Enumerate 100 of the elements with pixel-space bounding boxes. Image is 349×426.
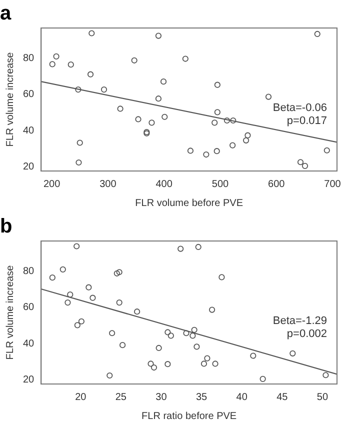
- x-tick-label: 30: [156, 392, 168, 403]
- point: [49, 61, 56, 68]
- x-tick-label: 35: [196, 392, 208, 403]
- point: [212, 360, 218, 367]
- x-tick-label: 600: [268, 178, 286, 190]
- point: [218, 274, 225, 280]
- point: [160, 78, 167, 85]
- point: [178, 246, 184, 252]
- point: [49, 274, 56, 281]
- point: [76, 140, 83, 146]
- x-tick-label: 40: [236, 392, 248, 403]
- point: [230, 117, 236, 124]
- point: [224, 117, 230, 124]
- point: [214, 109, 220, 116]
- point: [109, 330, 116, 336]
- point: [116, 299, 122, 306]
- point: [164, 361, 171, 368]
- y-tick-label: 60: [23, 302, 35, 314]
- point: [75, 86, 82, 93]
- x-tick-label: 700: [324, 178, 342, 190]
- point: [214, 148, 220, 154]
- point: [164, 329, 171, 336]
- point: [322, 372, 329, 378]
- point: [290, 350, 296, 356]
- point: [302, 162, 308, 169]
- point: [117, 106, 124, 112]
- point: [203, 151, 210, 158]
- point: [90, 294, 96, 301]
- x-tick-label: 20: [75, 392, 87, 403]
- point: [134, 308, 140, 315]
- chart-title: b: [0, 216, 12, 238]
- x-tick-label: 400: [156, 178, 173, 190]
- point: [191, 326, 198, 333]
- point: [106, 372, 113, 379]
- point: [156, 344, 162, 352]
- point: [244, 132, 251, 138]
- x-axis-title: FLR ratio before PVE: [142, 410, 237, 422]
- chart-title: a: [0, 2, 12, 25]
- x-tick-label: 45: [276, 392, 288, 403]
- point: [265, 94, 272, 100]
- y-tick-label: 20: [23, 162, 35, 173]
- point: [76, 159, 82, 166]
- annotation: Beta=-0.06: [272, 102, 327, 114]
- annotation: p=0.002: [286, 328, 327, 340]
- y-tick-label: 60: [23, 89, 35, 100]
- point: [214, 82, 220, 88]
- point: [53, 53, 60, 60]
- x-tick-label: 50: [316, 392, 328, 403]
- point: [86, 284, 92, 290]
- point: [183, 330, 190, 336]
- point: [195, 244, 202, 250]
- point: [120, 342, 126, 348]
- x-tick-label: 25: [115, 392, 127, 403]
- point: [100, 86, 108, 93]
- y-tick-label: 20: [23, 374, 35, 386]
- y-tick-label: 40: [23, 125, 35, 136]
- point: [187, 148, 194, 154]
- point: [314, 30, 320, 38]
- y-axis-title: FLR volume increase: [4, 52, 16, 147]
- point: [116, 269, 122, 276]
- y-axis-title: FLR volume increase: [4, 264, 16, 360]
- point: [155, 32, 162, 39]
- point: [230, 142, 236, 148]
- annotation: Beta=-1.29: [272, 314, 327, 327]
- y-tick-label: 80: [23, 52, 35, 64]
- point: [208, 306, 216, 313]
- point: [148, 120, 155, 126]
- point: [87, 71, 94, 78]
- point: [260, 376, 266, 382]
- point: [194, 344, 200, 350]
- point: [88, 30, 95, 36]
- point: [204, 355, 210, 362]
- x-tick-label: 500: [212, 178, 229, 190]
- point: [64, 299, 71, 306]
- point: [243, 137, 250, 144]
- point: [78, 318, 84, 324]
- point: [60, 266, 66, 272]
- point: [74, 243, 80, 250]
- x-tick-label: 200: [43, 178, 61, 190]
- y-tick-label: 80: [23, 266, 35, 277]
- point: [68, 62, 74, 68]
- point: [200, 360, 208, 367]
- point: [148, 360, 154, 367]
- point: [135, 116, 142, 122]
- x-axis-title: FLR volume before PVE: [135, 198, 244, 209]
- point: [168, 332, 174, 339]
- point: [324, 147, 330, 154]
- point: [190, 332, 196, 339]
- y-tick-label: 40: [23, 338, 35, 350]
- point: [297, 159, 304, 166]
- annotation: p=0.017: [286, 114, 327, 127]
- x-tick-label: 300: [100, 178, 117, 190]
- point: [67, 292, 74, 298]
- point: [212, 120, 218, 126]
- point: [155, 96, 162, 102]
- point: [182, 56, 188, 62]
- point: [162, 114, 168, 120]
- point: [131, 57, 138, 64]
- point: [150, 364, 158, 371]
- point: [250, 352, 256, 359]
